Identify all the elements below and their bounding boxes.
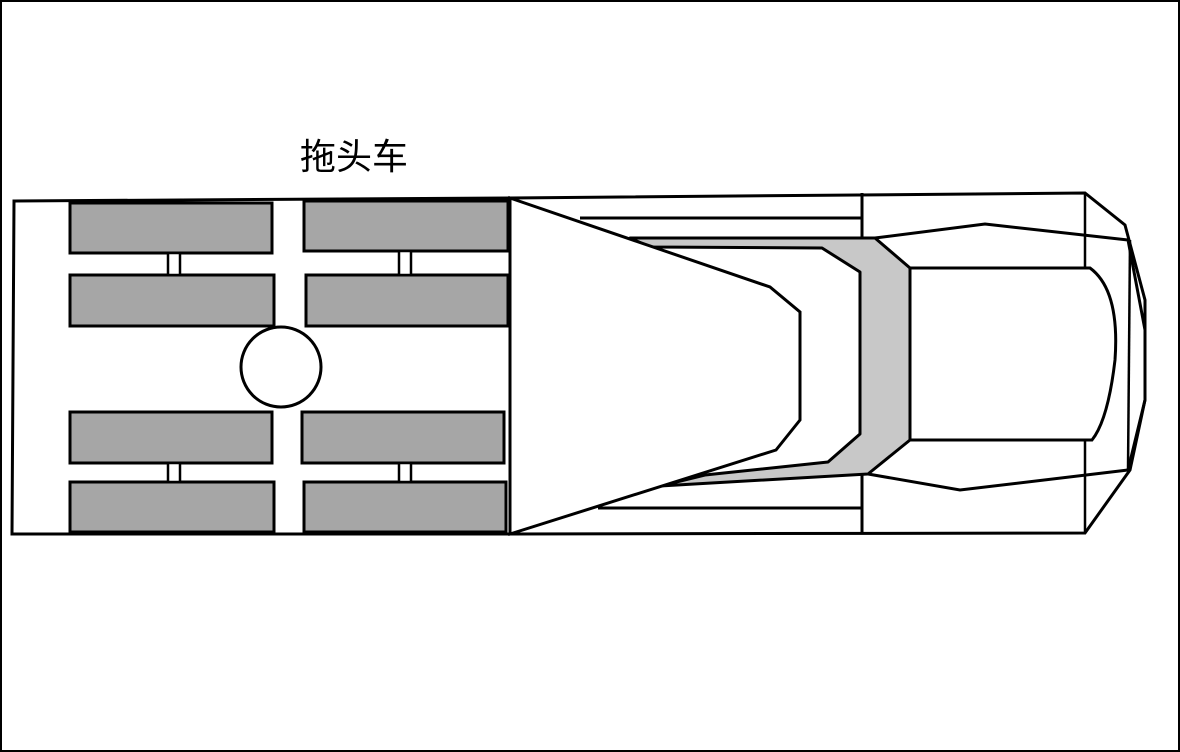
wheel	[68, 480, 276, 534]
wheel	[68, 201, 274, 255]
cab-roof-outline	[867, 222, 1147, 492]
hood-outline	[508, 195, 802, 537]
axle-connector	[397, 461, 413, 484]
axle-connector	[166, 461, 182, 484]
fifth-wheel-coupling	[239, 325, 323, 409]
cab-window	[908, 266, 1118, 442]
wheel	[302, 480, 508, 534]
cab-nose-edge	[1126, 239, 1132, 471]
lower-wheel-group	[68, 410, 508, 534]
axle-connector	[397, 249, 413, 277]
upper-wheel-group	[68, 199, 510, 328]
wheel	[68, 410, 274, 465]
wheel	[304, 273, 510, 328]
wheel	[300, 410, 506, 465]
wheel	[302, 199, 510, 253]
wheel	[68, 273, 276, 328]
diagram-label: 拖头车	[300, 137, 409, 178]
axle-connector	[166, 251, 182, 277]
